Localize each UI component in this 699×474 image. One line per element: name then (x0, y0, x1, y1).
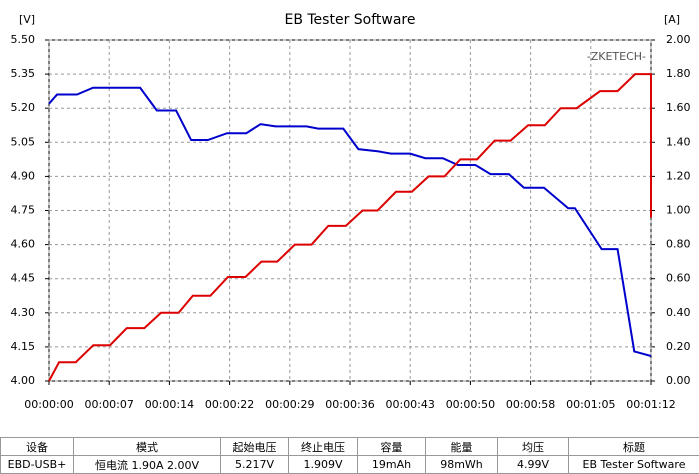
x-tick-label: 00:00:43 (385, 398, 434, 411)
table-cell: 模式 (73, 437, 221, 456)
y-tick-label: 4.15 (11, 340, 36, 353)
x-tick-label: 00:00:36 (325, 398, 374, 411)
x-tick-label: 00:00:14 (145, 398, 194, 411)
table-cell: 98mWh (425, 455, 498, 474)
y-unit: [V] (19, 13, 35, 26)
y-tick-label: 4.45 (11, 272, 36, 285)
y-tick-label: 4.90 (11, 169, 36, 182)
x-tick-label: 00:00:29 (265, 398, 314, 411)
y2-tick-label: 2.00 (666, 33, 691, 46)
table-cell: 19mAh (357, 455, 426, 474)
table-cell: 5.217V (220, 455, 289, 474)
table-cell: 设备 (0, 437, 74, 456)
table-cell: 起始电压 (220, 437, 289, 456)
table-cell: EB Tester Software (568, 455, 699, 474)
y2-tick-label: 1.20 (666, 169, 691, 182)
x-tick-label: 00:00:07 (84, 398, 133, 411)
y2-unit: [A] (664, 13, 680, 26)
x-tick-label: 00:00:50 (446, 398, 495, 411)
chart-title: EB Tester Software (284, 12, 415, 28)
table-cell: EBD-USB+ (0, 455, 74, 474)
x-tick-label: 00:00:22 (205, 398, 254, 411)
header-row: 设备 模式 起始电压 终止电压 容量 能量 均压 标题 (0, 437, 699, 456)
x-tick-label: 00:00:00 (24, 398, 73, 411)
y-tick-label: 5.20 (11, 101, 36, 114)
y-tick-label: 4.60 (11, 238, 36, 251)
y2-tick-label: 0.20 (666, 340, 691, 353)
y2-tick-label: 1.00 (666, 204, 691, 217)
watermark: -ZKETECH- (587, 50, 646, 63)
y2-tick-label: 0.80 (666, 238, 691, 251)
y-tick-label: 5.05 (11, 135, 36, 148)
table-cell: 容量 (357, 437, 426, 456)
table-cell: 恒电流 1.90A 2.00V (73, 455, 221, 474)
table-cell: 4.99V (497, 455, 569, 474)
y2-tick-label: 1.40 (666, 135, 691, 148)
table-cell: 标题 (568, 437, 699, 456)
y-tick-label: 5.35 (11, 67, 36, 80)
chart: EB Tester Software [V] [A] -ZKETECH- 4.0… (11, 12, 691, 411)
y-tick-label: 4.00 (11, 374, 36, 387)
x-tick-label: 00:01:05 (566, 398, 615, 411)
series-line (48, 73, 652, 382)
y-tick-label: 4.75 (11, 204, 36, 217)
table-cell: 1.909V (288, 455, 358, 474)
summary-table: 设备 模式 起始电压 终止电压 容量 能量 均压 标题 EBD-USB+ 恒电流 1.90A 2… (0, 437, 699, 474)
y2-tick-label: 1.80 (666, 67, 691, 80)
series-line (48, 86, 652, 357)
y2-tick-label: 0.40 (666, 306, 691, 319)
value-row: EBD-USB+ 恒电流 1.90A 2.00V 5.217V 1.909V 19mAh… (0, 455, 699, 474)
y-tick-label: 5.50 (11, 33, 36, 46)
y2-tick-label: 0.60 (666, 272, 691, 285)
y-tick-label: 4.30 (11, 306, 36, 319)
table-cell: 能量 (425, 437, 498, 456)
y2-tick-label: 0.00 (666, 374, 691, 387)
table-cell: 均压 (497, 437, 569, 456)
x-tick-label: 00:01:12 (626, 398, 675, 411)
y2-tick-label: 1.60 (666, 101, 691, 114)
table-cell: 终止电压 (288, 437, 358, 456)
x-tick-label: 00:00:58 (506, 398, 555, 411)
